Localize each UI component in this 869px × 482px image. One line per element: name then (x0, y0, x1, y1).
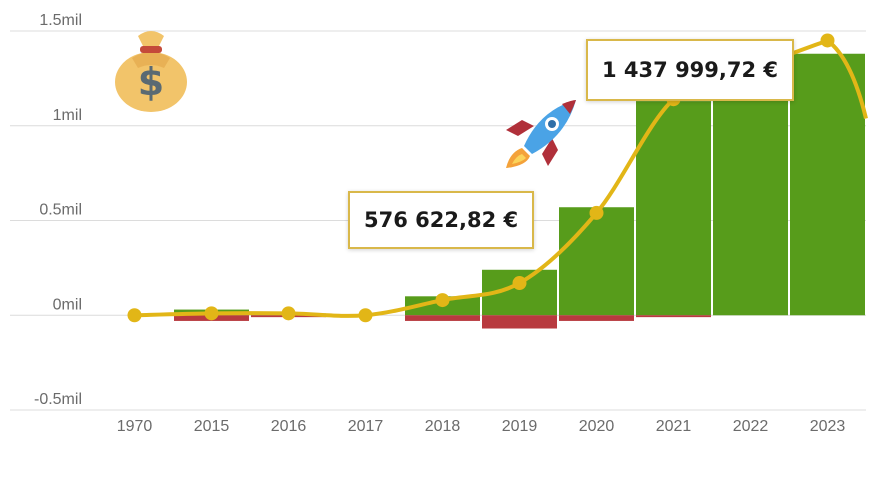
y-tick-label: 1.5mil (39, 12, 82, 29)
x-tick-label: 2020 (579, 418, 615, 435)
data-point (512, 276, 527, 291)
data-point (820, 33, 835, 48)
x-axis-ticks: 1970 2015 2016 2017 2018 2019 2020 2021 2022 2023 (117, 418, 846, 435)
x-tick-label: 2017 (348, 418, 384, 435)
data-point (589, 205, 604, 220)
bar (636, 315, 711, 318)
data-point (358, 308, 373, 323)
annotation-text: 1 437 999,72 € (602, 58, 779, 82)
bar (790, 53, 865, 316)
y-tick-label: 1mil (53, 107, 82, 124)
annotation-callout: 576 622,82 € (348, 191, 535, 249)
bar (482, 315, 557, 329)
bar (559, 207, 634, 316)
x-tick-label: 2015 (194, 418, 230, 435)
data-point (435, 293, 450, 308)
svg-text:$: $ (138, 60, 164, 104)
data-point (281, 306, 296, 321)
data-point (127, 308, 142, 323)
annotation-callout: 1 437 999,72 € (586, 39, 795, 101)
x-tick-label: 2018 (425, 418, 461, 435)
bar (636, 101, 711, 316)
y-tick-label: 0mil (53, 296, 82, 313)
data-point (204, 306, 219, 321)
x-tick-label: 2019 (502, 418, 538, 435)
rocket-icon (506, 100, 576, 168)
y-tick-label: -0.5mil (34, 391, 82, 408)
x-tick-label: 2022 (733, 418, 769, 435)
x-tick-label: 2021 (656, 418, 692, 435)
annotation-text: 576 622,82 € (364, 208, 519, 232)
x-tick-label: 2023 (810, 418, 846, 435)
bar (559, 315, 634, 321)
y-tick-label: 0.5mil (39, 202, 82, 219)
bar (405, 315, 480, 321)
y-axis-ticks: -0.5mil 0mil 0.5mil 1mil 1.5mil (34, 12, 82, 408)
x-tick-label: 1970 (117, 418, 153, 435)
x-tick-label: 2016 (271, 418, 307, 435)
money-bag-icon: $ (115, 31, 187, 112)
